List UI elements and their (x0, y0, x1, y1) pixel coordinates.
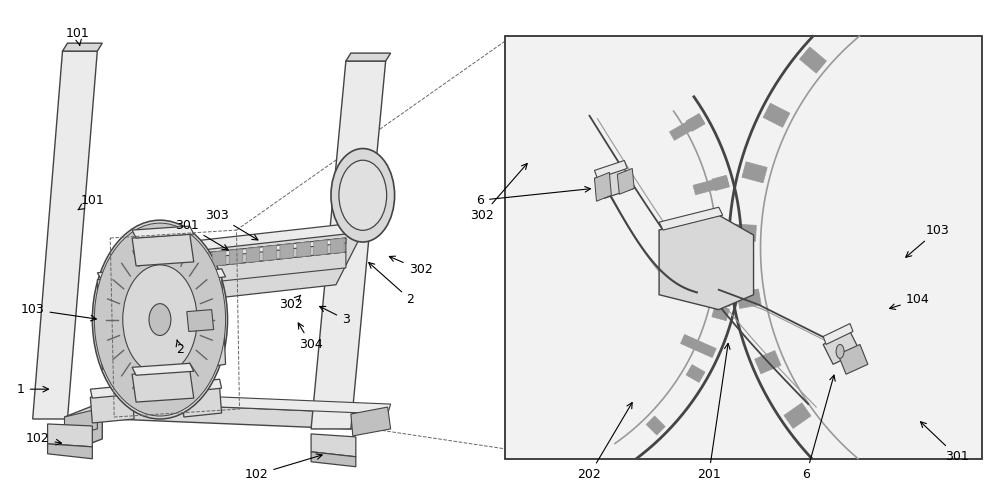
Text: 6: 6 (802, 375, 835, 481)
Text: 1: 1 (17, 383, 49, 396)
Text: 104: 104 (890, 293, 929, 309)
Ellipse shape (92, 220, 228, 419)
Polygon shape (182, 379, 222, 392)
Polygon shape (763, 103, 790, 127)
Polygon shape (693, 176, 729, 195)
Text: 6: 6 (476, 186, 590, 207)
Polygon shape (90, 385, 134, 398)
Polygon shape (187, 269, 226, 281)
Polygon shape (311, 452, 356, 467)
Polygon shape (157, 242, 185, 305)
Text: 103: 103 (21, 303, 96, 321)
Polygon shape (177, 252, 346, 286)
Ellipse shape (836, 345, 844, 358)
Polygon shape (132, 234, 194, 266)
Polygon shape (280, 244, 293, 259)
Text: 302: 302 (279, 295, 303, 311)
Polygon shape (177, 238, 346, 270)
Text: 302: 302 (470, 163, 527, 222)
Polygon shape (712, 305, 729, 321)
Polygon shape (33, 51, 97, 419)
Polygon shape (229, 249, 243, 264)
Polygon shape (64, 414, 102, 454)
Polygon shape (799, 47, 826, 73)
Polygon shape (195, 252, 209, 268)
Polygon shape (179, 254, 192, 270)
Polygon shape (734, 224, 756, 241)
Polygon shape (617, 168, 634, 194)
Polygon shape (132, 226, 194, 238)
Polygon shape (669, 114, 704, 141)
Polygon shape (784, 403, 811, 428)
Polygon shape (182, 387, 222, 417)
Polygon shape (311, 61, 386, 429)
Polygon shape (90, 393, 134, 423)
Polygon shape (722, 242, 737, 254)
Polygon shape (48, 424, 92, 447)
Polygon shape (297, 242, 310, 257)
Polygon shape (659, 215, 754, 309)
Ellipse shape (339, 160, 387, 230)
Polygon shape (594, 172, 611, 201)
Text: 2: 2 (176, 340, 184, 356)
Polygon shape (702, 243, 737, 253)
Text: 301: 301 (175, 219, 228, 250)
Polygon shape (755, 350, 781, 374)
Polygon shape (680, 334, 716, 358)
Polygon shape (97, 276, 136, 369)
Text: 2: 2 (369, 263, 414, 306)
Polygon shape (594, 161, 627, 179)
Polygon shape (314, 240, 327, 255)
Polygon shape (742, 162, 767, 183)
Polygon shape (838, 345, 868, 374)
Polygon shape (157, 222, 363, 295)
Text: 303: 303 (205, 209, 258, 240)
Polygon shape (712, 175, 729, 191)
Polygon shape (132, 364, 194, 375)
Bar (505, 36, 982, 459)
Polygon shape (311, 434, 356, 457)
Polygon shape (351, 407, 391, 436)
Ellipse shape (123, 265, 197, 374)
Polygon shape (157, 232, 363, 305)
Polygon shape (48, 444, 92, 459)
Polygon shape (823, 324, 853, 345)
Polygon shape (212, 251, 226, 266)
Text: 302: 302 (389, 256, 432, 276)
Text: 101: 101 (78, 194, 104, 210)
Text: 102: 102 (26, 432, 62, 446)
Text: 103: 103 (906, 224, 949, 257)
Polygon shape (187, 309, 214, 331)
Polygon shape (737, 289, 761, 308)
Text: 101: 101 (66, 27, 89, 45)
Polygon shape (646, 416, 665, 435)
Polygon shape (686, 114, 705, 131)
Ellipse shape (149, 304, 171, 335)
Text: 102: 102 (245, 454, 322, 481)
Ellipse shape (94, 223, 226, 416)
Polygon shape (132, 370, 194, 402)
Polygon shape (187, 276, 226, 369)
Text: 201: 201 (697, 344, 730, 481)
Text: 3: 3 (320, 306, 350, 326)
Polygon shape (346, 53, 391, 61)
Ellipse shape (331, 148, 395, 242)
Polygon shape (177, 238, 346, 261)
Polygon shape (331, 238, 344, 254)
Text: 202: 202 (578, 403, 632, 481)
Polygon shape (63, 43, 102, 51)
Polygon shape (97, 269, 136, 281)
Polygon shape (823, 331, 860, 365)
Polygon shape (263, 245, 277, 261)
Polygon shape (659, 207, 723, 230)
Polygon shape (246, 247, 260, 263)
Polygon shape (64, 402, 388, 429)
Text: 304: 304 (298, 323, 323, 351)
Polygon shape (594, 168, 634, 198)
Polygon shape (102, 392, 391, 414)
Text: 301: 301 (921, 422, 969, 463)
Polygon shape (686, 365, 705, 383)
Polygon shape (696, 290, 732, 306)
Polygon shape (64, 409, 97, 437)
